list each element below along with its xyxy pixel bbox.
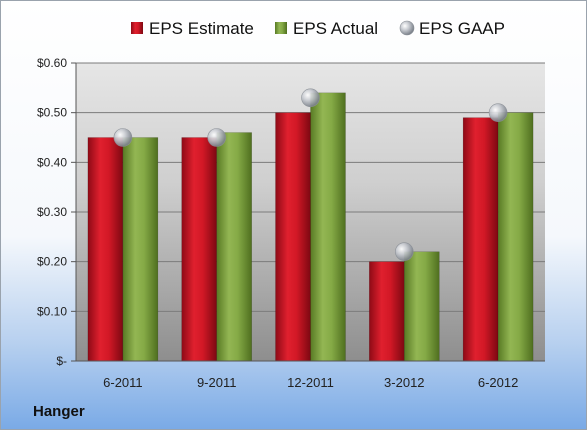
y-tick-label: $0.20	[37, 255, 67, 269]
x-tick-label: 6-2012	[478, 375, 518, 390]
eps-actual-bar	[310, 92, 346, 362]
eps-gaap-legend-swatch	[399, 20, 415, 36]
eps-estimate-bar	[275, 112, 311, 362]
x-tick-label: 3-2012	[384, 375, 424, 390]
bars	[87, 92, 534, 362]
eps-actual-bar	[216, 132, 252, 362]
y-tick-label: $0.60	[37, 56, 67, 70]
eps-actual-legend-label: EPS Actual	[293, 19, 378, 38]
eps-estimate-legend-label: EPS Estimate	[149, 19, 254, 38]
eps-gaap-marker	[488, 103, 508, 122]
y-tick-label: $-	[56, 354, 67, 368]
eps-actual-bar	[122, 137, 159, 362]
eps-gaap-marker	[207, 128, 226, 147]
x-tick-label: 9-2011	[197, 375, 237, 390]
x-tick-label: 12-2011	[287, 375, 334, 390]
legend: EPS Estimate EPS Actual EPS GAAP	[131, 19, 505, 38]
y-tick-label: $0.40	[37, 155, 67, 169]
y-tick-label: $0.30	[37, 205, 67, 219]
x-tick-label: 6-2011	[103, 375, 143, 390]
eps-gaap-marker	[301, 88, 320, 108]
eps-actual-bar	[497, 112, 534, 362]
x-axis: 6-2011 9-2011 12-2011 3-2012 6-2012	[76, 360, 545, 390]
eps-estimate-bar	[369, 261, 405, 362]
eps-gaap-marker	[113, 128, 133, 147]
gaap-markers	[113, 88, 508, 262]
eps-estimate-legend-swatch	[131, 22, 143, 34]
company-name: Hanger	[33, 403, 85, 420]
eps-gaap-legend-label: EPS GAAP	[419, 19, 505, 38]
y-tick-label: $0.50	[37, 106, 67, 120]
eps-actual-legend-swatch	[275, 22, 287, 34]
eps-estimate-bar	[462, 117, 499, 362]
eps-estimate-bar	[87, 137, 124, 362]
eps-actual-bar	[404, 251, 440, 362]
eps-gaap-marker	[394, 242, 414, 262]
y-axis: $- $0.10 $0.20 $0.30 $0.40 $0.50 $0.60	[37, 56, 77, 368]
y-tick-label: $0.10	[37, 304, 67, 318]
eps-estimate-bar	[181, 137, 217, 362]
